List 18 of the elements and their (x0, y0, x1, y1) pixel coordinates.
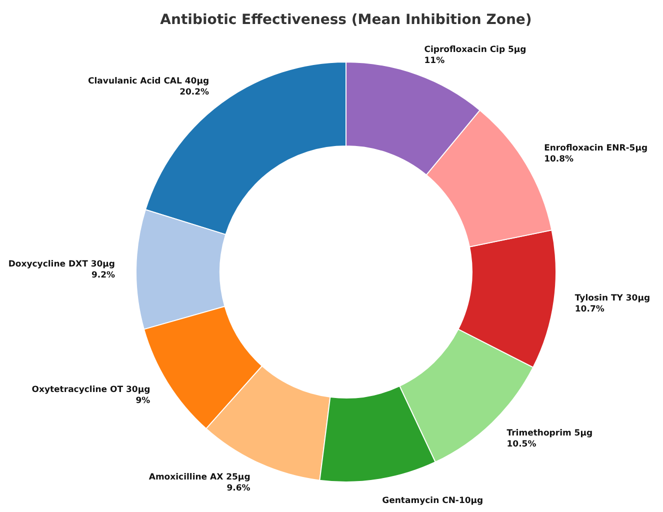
data-label: 9% (136, 396, 151, 406)
chart-title: Antibiotic Effectiveness (Mean Inhibition Zone) (160, 12, 532, 28)
slice-label: Gentamycin CN-10µg (382, 496, 484, 506)
slice-label: Tylosin TY 30µg (574, 294, 650, 304)
slice-label: Oxytetracycline OT 30µg (32, 385, 150, 396)
slice-label: Amoxicilline AX 25µg (148, 472, 250, 483)
data-label: 10.8% (544, 154, 574, 165)
data-label: 10.5% (506, 439, 537, 450)
slice-label: Enrofloxacin ENR-5µg (544, 144, 648, 154)
slice-label: Ciprofloxacin Cip 5µg (424, 45, 526, 56)
data-label: 10.7% (574, 304, 605, 315)
data-label: 9.6% (226, 484, 251, 494)
data-label: 20.2% (180, 87, 210, 98)
slice-label: Doxycycline DXT 30µg (8, 260, 116, 270)
data-label: 9.2% (91, 270, 116, 281)
data-label: 11% (424, 56, 446, 66)
slice-label: Clavulanic Acid CAL 40µg (88, 76, 210, 86)
slice-label: Trimethoprim 5µg (506, 428, 593, 438)
